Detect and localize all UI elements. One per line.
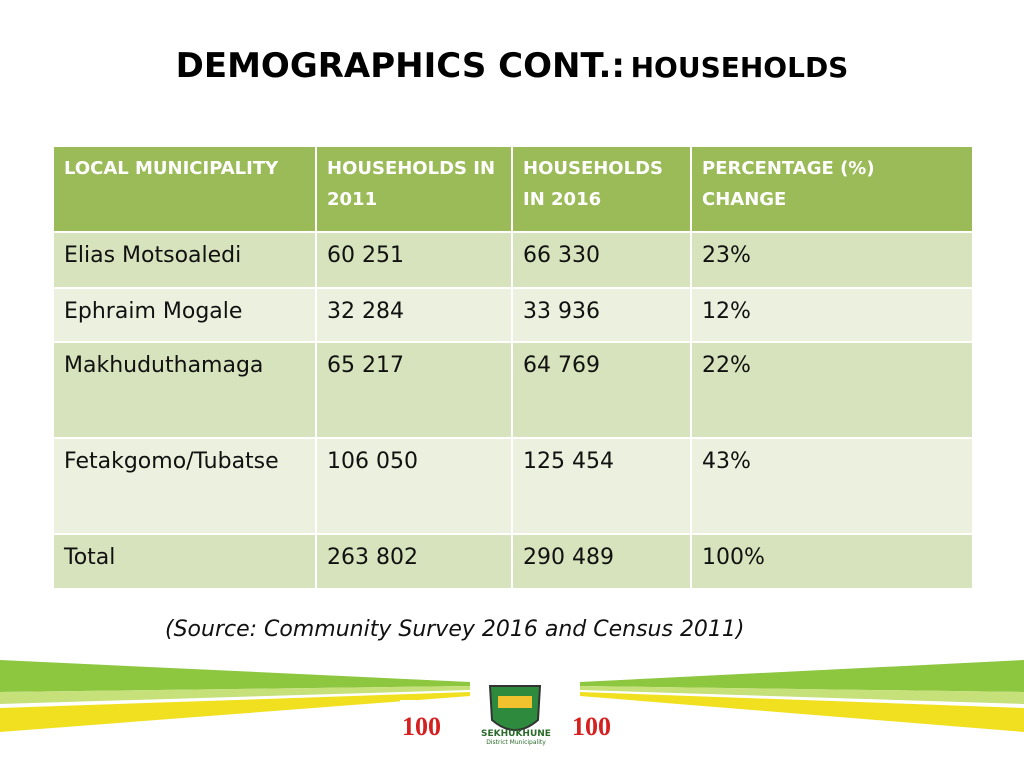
table-cell: 290 489 — [511, 533, 692, 590]
header-cell: PERCENTAGE (%) CHANGE — [690, 145, 974, 233]
title-sub: HOUSEHOLDS — [630, 51, 849, 84]
table-cell: 64 769 — [511, 341, 692, 439]
svg-text:100: 100 — [402, 712, 441, 741]
table-cell: 33 936 — [511, 287, 692, 343]
table-cell: 65 217 — [315, 341, 513, 439]
table-cell: 22% — [690, 341, 974, 439]
header-row: LOCAL MUNICIPALITY HOUSEHOLDS IN 2011 HOUS… — [52, 145, 974, 233]
stripe — [580, 692, 1024, 732]
header-cell: HOUSEHOLDS IN 2016 — [511, 145, 692, 233]
crest-name: SEKHUKHUNE — [481, 729, 551, 739]
stripe — [0, 686, 470, 704]
table-cell: Fetakgomo/Tubatse — [52, 437, 317, 535]
table-cell: 125 454 — [511, 437, 692, 535]
district-crest: SEKHUKHUNE District Municipality — [481, 685, 551, 746]
table-row: Total 263 802 290 489 100% — [52, 533, 974, 590]
svg-text:100: 100 — [572, 712, 611, 741]
footer-decoration: 100 100 SEKHUKHUNE District Municipality — [0, 660, 1024, 748]
stripe — [0, 692, 470, 732]
table-cell: Total — [52, 533, 317, 590]
table-cell: 263 802 — [315, 533, 513, 590]
header-cell: LOCAL MUNICIPALITY — [52, 145, 317, 233]
table-row: Ephraim Mogale 32 284 33 936 12% — [52, 287, 974, 343]
table-cell: 32 284 — [315, 287, 513, 343]
table-cell: 12% — [690, 287, 974, 343]
table-cell: 23% — [690, 231, 974, 289]
table-cell: Elias Motsoaledi — [52, 231, 317, 289]
stripe — [0, 660, 470, 692]
slide-title: DEMOGRAPHICS CONT.: HOUSEHOLDS — [0, 46, 1024, 86]
anniversary-logo: 100 — [570, 700, 628, 748]
source-note: (Source: Community Survey 2016 and Censu… — [165, 617, 745, 642]
table-row: Elias Motsoaledi 60 251 66 330 23% — [52, 231, 974, 289]
crest-subtitle: District Municipality — [486, 739, 546, 746]
table-row: Fetakgomo/Tubatse 106 050 125 454 43% — [52, 437, 974, 535]
households-table: LOCAL MUNICIPALITY HOUSEHOLDS IN 2011 HOUS… — [52, 145, 974, 590]
stripe — [580, 686, 1024, 704]
table-cell: 43% — [690, 437, 974, 535]
stripe — [580, 660, 1024, 692]
anniversary-logo: 100 — [400, 700, 450, 748]
table-cell: Ephraim Mogale — [52, 287, 317, 343]
table-cell: 100% — [690, 533, 974, 590]
table-cell: Makhuduthamaga — [52, 341, 317, 439]
table-cell: 66 330 — [511, 231, 692, 289]
table-cell: 60 251 — [315, 231, 513, 289]
title-main: DEMOGRAPHICS CONT.: — [175, 46, 626, 86]
table-cell: 106 050 — [315, 437, 513, 535]
header-cell: HOUSEHOLDS IN 2011 — [315, 145, 513, 233]
table-row: Makhuduthamaga 65 217 64 769 22% — [52, 341, 974, 439]
